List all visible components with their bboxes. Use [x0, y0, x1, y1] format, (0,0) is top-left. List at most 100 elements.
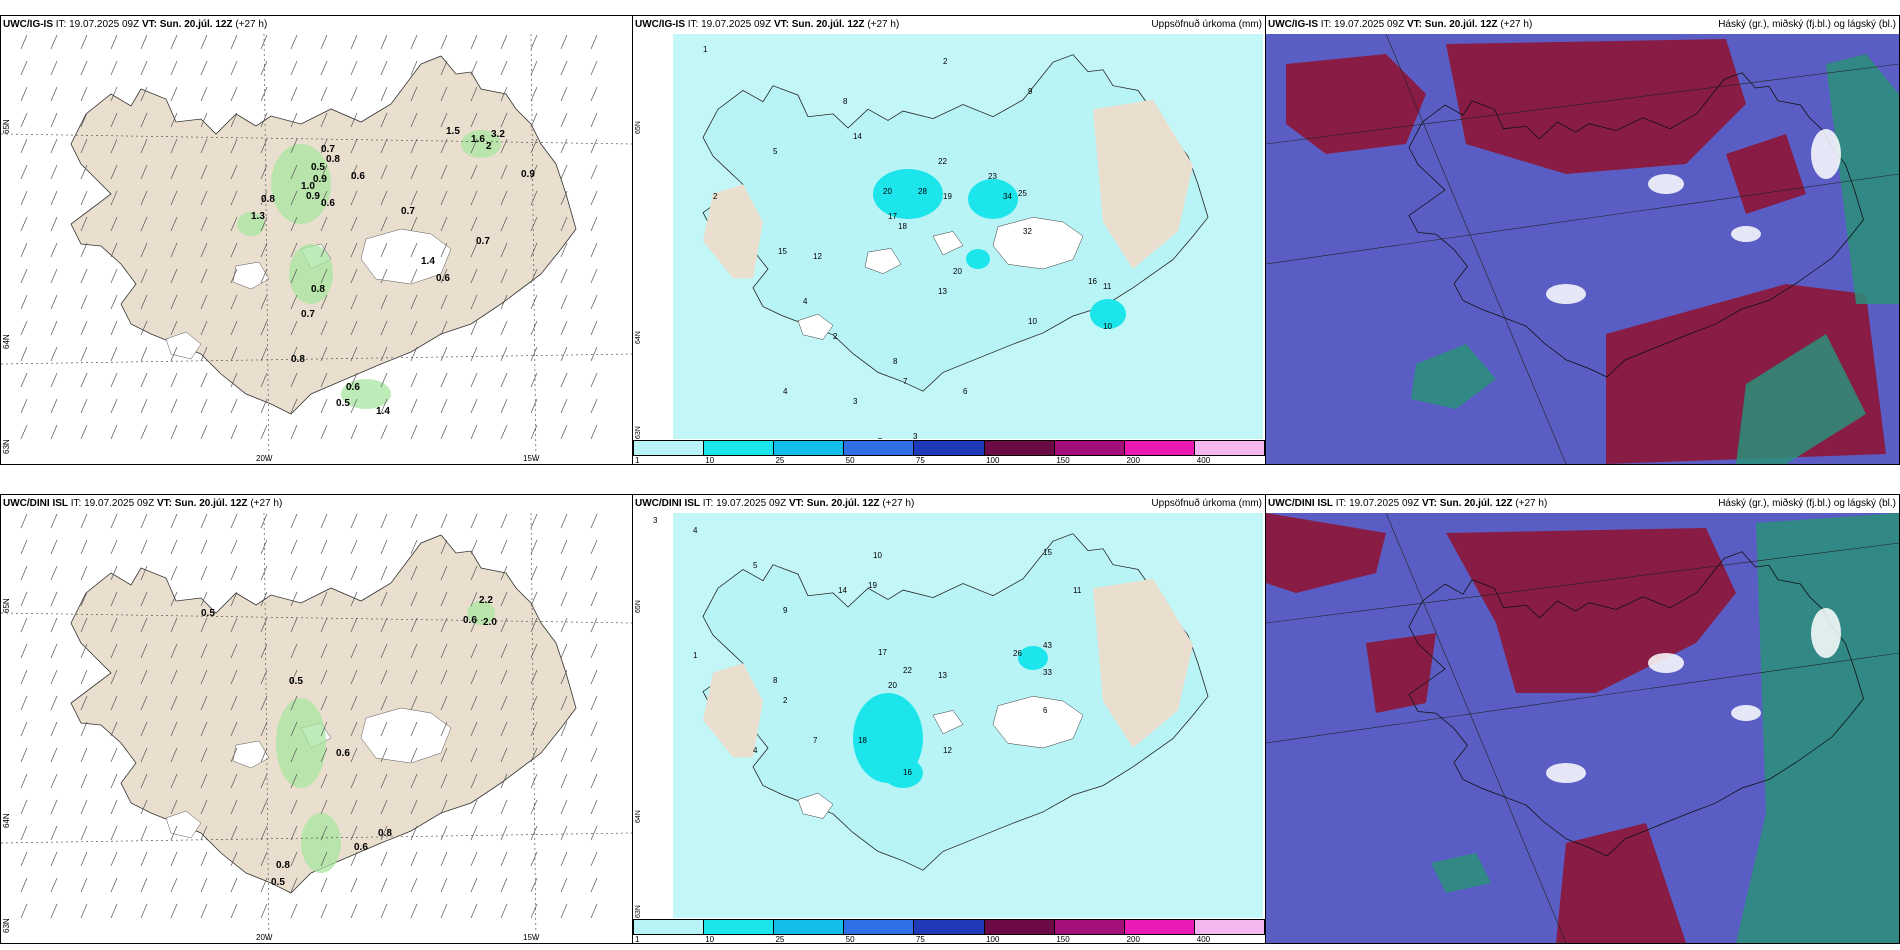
wind-blob: [301, 813, 341, 873]
axis-lon-label: 15W: [523, 933, 540, 942]
dry-land: [703, 663, 763, 758]
colorbar-tick-label: 1: [635, 456, 640, 465]
panel-header: UWC/DINI ISL IT: 19.07.2025 09Z VT: Sun.…: [3, 498, 283, 509]
iceland-land: [70, 55, 577, 415]
wind-value-label: 0.6: [351, 171, 365, 182]
cloud-high-field: [1286, 54, 1426, 154]
precip-core: [968, 179, 1018, 219]
precip-value-label: 43: [1043, 641, 1052, 650]
precip-value-label: 6: [1043, 706, 1048, 715]
precip-value-label: 33: [1043, 668, 1052, 677]
iceland-outline: [1408, 551, 1864, 857]
colorbar-cells: [633, 440, 1265, 456]
precip-value-label: 14: [838, 586, 847, 595]
precip-value-label: 8: [893, 357, 898, 366]
precip-value-label: 2: [943, 57, 948, 66]
precip-title: Uppsöfnuð úrkoma (mm): [1151, 19, 1262, 30]
precip-value-label: 26: [1013, 649, 1022, 658]
axis-lon-label: 20W: [256, 933, 273, 942]
axis-lat-label: 63N: [635, 426, 642, 439]
precip-value-label: 22: [903, 666, 912, 675]
panel-header: UWC/IG-IS IT: 19.07.2025 09Z VT: Sun. 20…: [3, 19, 268, 30]
colorbar-tick-label: 50: [845, 456, 855, 465]
wind-value-label: 0.6: [436, 273, 450, 284]
precip-value-label: 5: [878, 437, 883, 439]
precip-value-label: 3: [653, 516, 658, 525]
precip-value-label: 8: [843, 97, 848, 106]
precip-value-label: 20: [883, 187, 892, 196]
precip-value-label: 17: [888, 212, 897, 221]
clear-sky-patch: [1648, 174, 1684, 194]
colorbar-cell: [774, 920, 845, 934]
wind-value-label: 0.5: [311, 162, 325, 173]
precip-value-label: 16: [903, 768, 912, 777]
glacier: [992, 696, 1084, 749]
axis-lat-label: 65N: [2, 598, 11, 613]
clear-sky-patch: [1811, 608, 1841, 658]
precip-core: [1018, 646, 1048, 670]
iceland-outline: [702, 533, 1209, 871]
glacier: [932, 231, 964, 256]
dry-land: [1093, 99, 1193, 269]
precip-value-label: 4: [693, 526, 698, 535]
wind-value-label: 0.8: [311, 284, 325, 295]
colorbar-cell: [844, 441, 915, 455]
axis-lon-label: 20W: [256, 454, 273, 463]
wind-value-label: 2.0: [483, 617, 497, 628]
precip-value-label: 23: [988, 172, 997, 181]
glacier: [232, 261, 270, 290]
colorbar-cell: [1054, 441, 1125, 455]
axis-lat-label: 65N: [635, 600, 642, 613]
colorbar-tick-label: 10: [705, 935, 715, 944]
precip-value-label: 10: [1028, 317, 1037, 326]
precip-value-label: 7: [813, 736, 818, 745]
cloud-high-field: [1266, 513, 1386, 593]
precip-value-label: 5: [753, 561, 758, 570]
precip-value-label: 9: [783, 606, 788, 615]
precip-core: [873, 169, 943, 219]
precip-value-label: 3: [853, 397, 858, 406]
precip-map: 65N 64N 63N 1 2 2 5 8 14 22 20 28 17 18 19 23 34 25 32 15 12…: [633, 34, 1265, 439]
axis-lat-label: 63N: [2, 918, 11, 933]
wind-value-label: 0.6: [336, 748, 350, 759]
wind-value-label: 0.8: [326, 154, 340, 165]
precip-value-label: 12: [813, 252, 822, 261]
cloud-high-field: [1556, 823, 1686, 943]
wind-value-label: 1.4: [421, 256, 435, 267]
cloud-title: Háský (gr.), miðský (fj.bl.) og lágský (…: [1718, 19, 1896, 30]
precip-value-label: 32: [1023, 227, 1032, 236]
panel-cloud-row2: UWC/DINI ISL IT: 19.07.2025 09Z VT: Sun.…: [1265, 494, 1900, 944]
precip-value-label: 34: [1003, 192, 1012, 201]
glacier: [992, 217, 1084, 270]
wind-value-label: 0.7: [476, 236, 490, 247]
precip-value-label: 18: [898, 222, 907, 231]
clear-sky-patch: [1546, 763, 1586, 783]
colorbar-cell: [984, 441, 1055, 455]
precip-value-label: 13: [938, 671, 947, 680]
clear-sky-patch: [1648, 653, 1684, 673]
precip-value-label: 18: [858, 736, 867, 745]
precip-value-label: 22: [938, 157, 947, 166]
precip-value-label: 12: [943, 746, 952, 755]
precip-value-label: 3: [913, 432, 918, 439]
wind-value-label: 0.7: [401, 206, 415, 217]
wind-value-label: 1.5: [446, 126, 460, 137]
wind-value-label: 1.0: [301, 181, 315, 192]
wind-blob: [237, 212, 265, 236]
panel-wind-row1: UWC/IG-IS IT: 19.07.2025 09Z VT: Sun. 20…: [0, 15, 633, 465]
clear-sky-patch: [1546, 284, 1586, 304]
wind-map: 65N 64N 63N 20W 15W 0.7 0.8 0.5 0.9 1.0 0.9 0.6 0.8 0…: [1, 34, 632, 464]
wind-value-label: 2.2: [479, 595, 493, 606]
precip-value-label: 20: [953, 267, 962, 276]
dry-land: [1093, 578, 1193, 748]
colorbar-cells: [633, 919, 1265, 935]
panel-precip-row2: UWC/DINI ISL IT: 19.07.2025 09Z VT: Sun.…: [632, 494, 1266, 944]
precip-colorbar: 1 10 25 50 75 100 150 200 400: [633, 919, 1265, 943]
wind-value-label: 0.7: [301, 309, 315, 320]
wind-blob: [276, 698, 326, 788]
wind-value-label: 0.8: [378, 828, 392, 839]
precip-value-label: 7: [903, 377, 908, 386]
precip-value-label: 2: [713, 192, 718, 201]
clear-sky-patch: [1731, 226, 1761, 242]
wind-value-label: 0.6: [463, 615, 477, 626]
